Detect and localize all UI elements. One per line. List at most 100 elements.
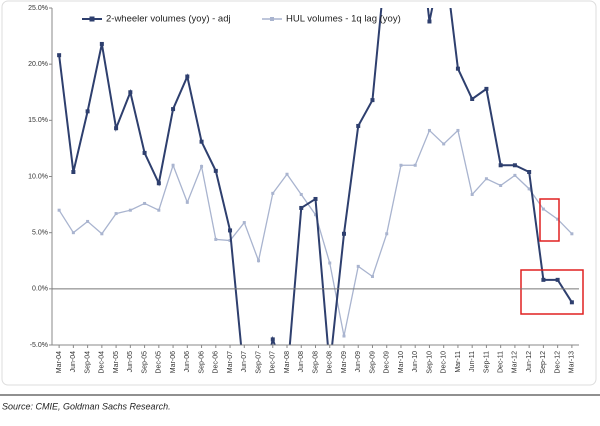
data-point (541, 277, 546, 282)
data-point (114, 212, 118, 216)
legend-marker (270, 17, 274, 21)
data-point (57, 208, 61, 212)
legend: 2-wheeler volumes (yoy) - adj HUL volume… (82, 14, 401, 25)
data-point (470, 192, 474, 196)
x-tick-label: Jun-05 (127, 351, 134, 373)
x-tick-label: Dec-09 (384, 351, 391, 374)
data-point (242, 221, 246, 225)
data-point (128, 90, 133, 95)
x-tick-label: Sep-11 (483, 351, 490, 373)
data-point (569, 300, 574, 305)
x-tick-label: Jun-09 (355, 351, 362, 373)
data-point (199, 139, 204, 144)
data-point (370, 98, 375, 103)
y-tick-label: 25.0% (28, 5, 48, 12)
x-tick-label: Mar-11 (455, 351, 462, 373)
data-point (86, 219, 90, 223)
data-point (570, 232, 574, 236)
data-point (143, 201, 147, 205)
x-tick-label: Dec-11 (498, 351, 505, 373)
data-point (356, 123, 361, 128)
x-tick-label: Jun-07 (241, 351, 248, 373)
data-point (498, 163, 503, 168)
x-tick-label: Mar-10 (398, 351, 405, 373)
data-point (285, 377, 289, 381)
data-point (57, 53, 62, 58)
data-point (99, 41, 104, 46)
x-tick-label: Mar-07 (227, 351, 234, 373)
data-point (442, 142, 446, 146)
plot-area (57, 8, 574, 381)
data-point (370, 274, 374, 278)
data-point (200, 164, 204, 168)
x-tick-label: Dec-08 (327, 351, 334, 374)
data-point (114, 126, 119, 131)
data-point (470, 96, 475, 101)
series-line (58, 129, 573, 337)
data-point (185, 74, 190, 79)
data-point (527, 187, 531, 191)
data-point (157, 208, 161, 212)
chart-frame (1, 0, 597, 386)
data-point (71, 231, 75, 235)
x-tick-label: Mar-04 (56, 351, 63, 373)
source-note: Source: CMIE, Goldman Sachs Research. (2, 401, 171, 411)
x-tick-label: Jun-08 (298, 351, 305, 373)
x-tick-label: Dec-05 (156, 351, 163, 374)
data-point (499, 183, 503, 187)
x-tick-label: Sep-07 (255, 351, 262, 374)
x-tick-label: Mar-09 (341, 351, 348, 373)
x-tick-label: Sep-09 (369, 351, 376, 374)
data-point (142, 150, 147, 155)
data-point (228, 228, 233, 233)
data-point (270, 337, 275, 342)
x-tick-label: Sep-12 (540, 351, 547, 374)
data-point (328, 261, 332, 265)
y-tick-label: 5.0% (32, 230, 48, 237)
data-point (356, 264, 360, 268)
data-point (341, 231, 346, 236)
highlight-box (539, 198, 560, 242)
data-point (85, 109, 90, 114)
data-point (512, 163, 517, 168)
data-point (385, 232, 389, 236)
y-tick-label: 15.0% (28, 117, 48, 124)
data-point (299, 192, 303, 196)
data-point (242, 377, 246, 381)
data-point (285, 172, 289, 176)
x-tick-label: Dec-04 (99, 351, 106, 374)
data-point (214, 237, 218, 241)
data-point (171, 107, 176, 112)
x-tick-label: Sep-10 (426, 351, 433, 374)
data-point (527, 170, 532, 175)
data-point (313, 196, 318, 201)
data-point (128, 208, 132, 212)
data-point (399, 163, 403, 167)
x-tick-label: Mar-06 (170, 351, 177, 373)
x-tick-label: Jun-06 (184, 351, 191, 373)
data-point (413, 163, 417, 167)
x-tick-label: Jun-10 (412, 351, 419, 373)
x-tick-label: Sep-08 (312, 351, 319, 374)
data-point (541, 207, 545, 211)
y-tick-label: 0.0% (32, 286, 48, 293)
data-point (314, 213, 317, 217)
x-tick-label: Jun-11 (469, 351, 476, 372)
x-tick-label: Sep-04 (84, 351, 91, 374)
data-point (427, 19, 432, 24)
data-point (299, 205, 304, 210)
x-tick-label: Sep-06 (198, 351, 205, 374)
data-point (271, 191, 275, 195)
data-point (156, 181, 161, 186)
data-point (213, 168, 218, 173)
data-point (185, 200, 189, 204)
y-tick-label: -5.0% (30, 342, 48, 349)
data-point (455, 66, 460, 71)
data-point (555, 277, 560, 282)
y-tick-label: 10.0% (28, 173, 48, 180)
x-tick-label: Mar-13 (569, 351, 576, 373)
data-point (484, 86, 489, 91)
highlight-box (520, 269, 584, 315)
data-point (484, 177, 488, 181)
